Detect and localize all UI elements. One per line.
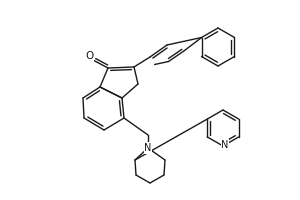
Text: N: N — [221, 140, 229, 150]
Text: O: O — [85, 51, 93, 61]
Text: N: N — [144, 143, 152, 153]
